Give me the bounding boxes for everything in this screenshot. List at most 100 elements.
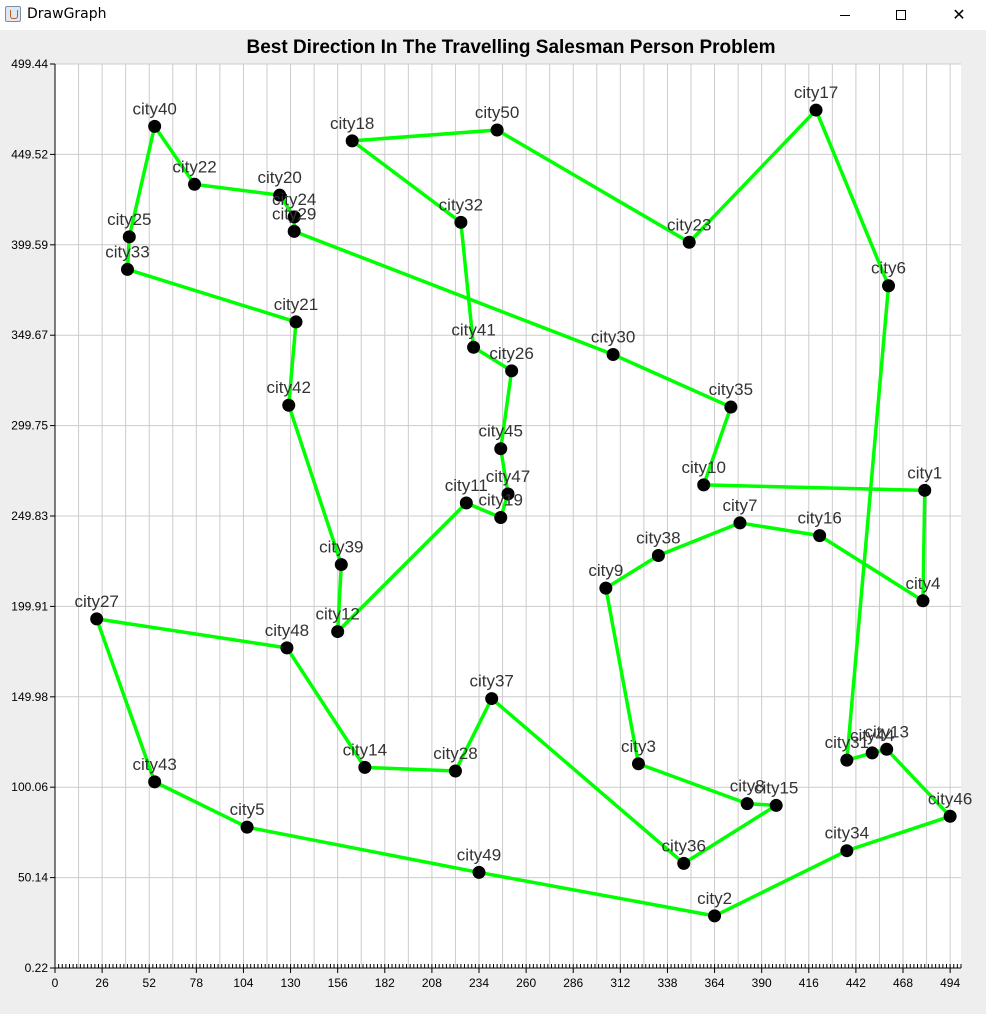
y-tick-label: 449.52 <box>11 147 48 161</box>
route-segment <box>286 320 298 407</box>
route-segment <box>350 128 499 143</box>
city-node <box>334 558 348 572</box>
city-node <box>280 641 294 655</box>
chart-title: Best Direction In The Travelling Salesma… <box>247 37 776 58</box>
x-tick-label: 78 <box>190 976 204 990</box>
city-label: city7 <box>722 496 757 515</box>
city-label: city9 <box>588 561 623 580</box>
y-tick-label: 199.91 <box>11 599 48 613</box>
x-tick-label: 52 <box>143 976 157 990</box>
route-segment <box>471 345 514 373</box>
x-tick-label: 494 <box>940 976 960 990</box>
city-node <box>148 119 162 133</box>
x-tick-label: 416 <box>799 976 819 990</box>
route-segment <box>604 586 641 766</box>
city-label: city15 <box>754 778 798 797</box>
city-node <box>289 315 303 329</box>
city-label: city17 <box>794 83 838 102</box>
route-segment <box>687 108 818 245</box>
city-node <box>331 625 345 639</box>
city-label: city47 <box>486 467 530 486</box>
city-label: city29 <box>272 204 316 223</box>
route-segment <box>636 762 749 806</box>
city-label: city42 <box>267 378 311 397</box>
route-segment <box>459 220 476 350</box>
city-node <box>880 742 894 756</box>
x-tick-label: 286 <box>563 976 583 990</box>
x-tick-label: 130 <box>281 976 301 990</box>
city-node <box>682 235 696 249</box>
city-node <box>494 511 508 525</box>
city-label: city13 <box>864 722 908 741</box>
y-tick-label: 299.75 <box>11 419 48 433</box>
city-node <box>467 340 481 354</box>
x-tick-label: 338 <box>657 976 677 990</box>
city-node <box>697 478 711 492</box>
route-segment <box>817 533 925 603</box>
y-tick-label: 149.98 <box>11 690 48 704</box>
y-tick-label: 100.06 <box>11 780 48 794</box>
city-node <box>148 775 162 789</box>
route-segment <box>453 696 494 773</box>
city-label: city39 <box>319 538 363 557</box>
city-node <box>459 496 473 510</box>
route-segment <box>363 765 458 773</box>
route-segment <box>152 780 249 829</box>
route-segment <box>611 352 733 409</box>
city-label: city10 <box>681 458 725 477</box>
x-tick-label: 468 <box>893 976 913 990</box>
city-node <box>501 487 515 501</box>
route-segment <box>814 108 891 288</box>
city-label: city4 <box>905 574 940 593</box>
city-label: city22 <box>172 157 216 176</box>
city-node <box>606 348 620 362</box>
city-label: city20 <box>257 168 301 187</box>
window-title: DrawGraph <box>27 6 107 22</box>
x-tick-label: 0 <box>52 976 59 990</box>
route-segment <box>489 696 686 866</box>
city-label: city11 <box>445 476 488 495</box>
route-segment <box>738 521 822 538</box>
city-label: city12 <box>315 605 359 624</box>
x-tick-label: 364 <box>705 976 725 990</box>
city-node <box>840 753 854 767</box>
route-segment <box>884 747 952 819</box>
city-node <box>287 224 301 238</box>
city-node <box>90 612 104 626</box>
city-node <box>740 797 754 811</box>
city-node <box>918 483 932 497</box>
city-label: city3 <box>621 737 656 756</box>
city-label: city16 <box>797 509 841 528</box>
y-tick-label: 399.59 <box>11 238 48 252</box>
route-segment <box>125 267 298 324</box>
city-node <box>273 188 287 202</box>
city-labels: city1 city2 city3 city4 city5 city6 city7 city8… <box>74 83 972 908</box>
minimize-icon <box>840 14 850 16</box>
close-button[interactable]: ✕ <box>936 0 982 30</box>
city-label: city26 <box>489 344 533 363</box>
maximize-button[interactable] <box>878 0 924 30</box>
title-bar: DrawGraph ✕ <box>0 0 986 30</box>
route-segment <box>152 124 197 187</box>
city-label: city41 <box>451 320 495 339</box>
route-segment <box>94 617 157 784</box>
city-label: city33 <box>105 242 149 261</box>
route-segment <box>845 814 952 853</box>
x-tick-label: 260 <box>516 976 536 990</box>
city-label: city27 <box>74 592 118 611</box>
city-label: city2 <box>697 889 732 908</box>
y-tick-label: 50.14 <box>18 871 48 885</box>
city-node <box>840 844 854 858</box>
city-label: city43 <box>132 755 176 774</box>
minimize-button[interactable] <box>822 0 868 30</box>
route-segment <box>499 369 514 451</box>
route-segment <box>701 483 927 493</box>
route-segment <box>335 562 344 634</box>
x-tick-label: 26 <box>95 976 109 990</box>
city-label: city23 <box>667 215 711 234</box>
city-label: city1 <box>907 463 942 482</box>
city-node <box>494 442 508 456</box>
java-app-icon <box>5 6 21 22</box>
route-path <box>94 108 952 918</box>
route-segment <box>127 124 157 239</box>
